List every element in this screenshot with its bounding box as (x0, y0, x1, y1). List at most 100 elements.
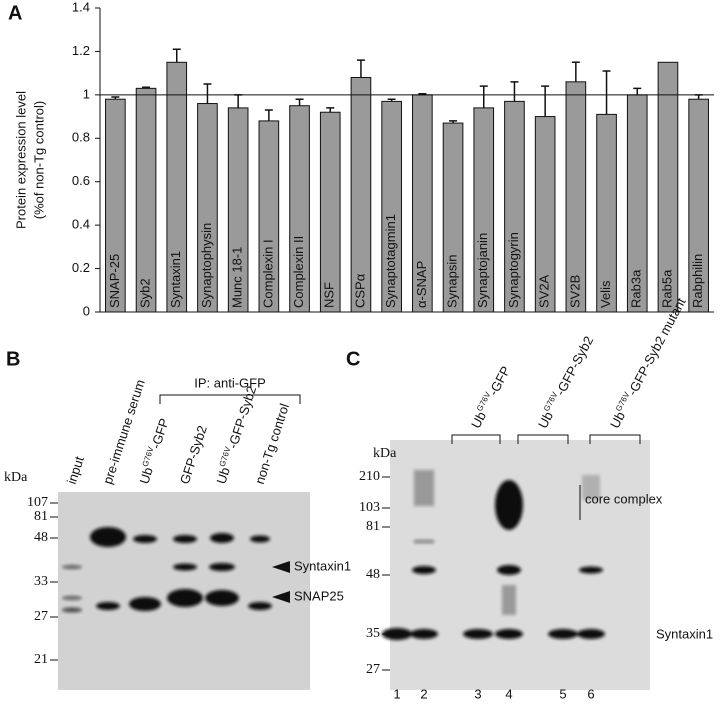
x-tick-label: Synaptogyrin (506, 232, 521, 308)
y-axis-label: (%of non-Tg control) (31, 101, 46, 220)
y-tick-label: 0.8 (72, 130, 90, 145)
lane-label: UbG76V-GFP (467, 363, 513, 431)
lane-label: UbG76V-GFP-Syb2 (213, 384, 260, 486)
error-bar (694, 94, 703, 100)
marker-label: 107 (27, 495, 48, 510)
kda-label: kDa (4, 470, 28, 485)
lane-label: GFP-Syb2 (177, 424, 210, 486)
x-tick-label: Rab3a (629, 269, 644, 308)
arrow-label: Syntaxin1 (294, 558, 351, 573)
lane-number: 4 (505, 686, 512, 701)
marker-label: 210 (359, 469, 380, 484)
y-tick-label: 0.2 (72, 260, 90, 275)
panel-label: C (346, 348, 360, 370)
error-bar (479, 85, 488, 108)
marker-label: 33 (34, 574, 48, 589)
y-tick-label: 0.6 (72, 173, 90, 188)
label-part: -GFP (486, 364, 514, 398)
x-tick-label: Complexin I (260, 239, 275, 308)
core-label: core complex (585, 491, 663, 506)
marker-label: 81 (34, 509, 48, 524)
error-bar (142, 86, 151, 89)
x-tick-label: SNAP-25 (107, 254, 122, 308)
lane-number: 3 (474, 686, 481, 701)
bar (657, 61, 679, 313)
marker-label: 48 (366, 567, 380, 582)
label-part: -GFP (148, 417, 172, 451)
panel-c: C kDa core complex Syntaxin1 (346, 348, 713, 690)
error-bar (111, 96, 120, 100)
marker-label: 35 (366, 626, 380, 641)
error-bar (356, 59, 365, 78)
error-bar (541, 85, 550, 117)
x-tick-label: Syb2 (137, 278, 152, 308)
marker-label: 21 (34, 652, 48, 667)
x-tick-label: Complexin II (291, 236, 306, 308)
x-tick-label: SV2A (537, 274, 552, 308)
error-bar (633, 87, 642, 95)
label-part: Ub (137, 466, 156, 486)
marker-label: 48 (34, 530, 48, 545)
marker-label: 81 (366, 519, 380, 534)
x-tick-label: NSF (322, 282, 337, 308)
lane-label: input (64, 454, 87, 486)
error-bar (295, 98, 304, 106)
label-part: -GFP-Syb2 (553, 334, 597, 398)
error-bar (326, 107, 335, 113)
panel-b: B IP: anti-GFP kDa Syntaxin1 SNAP25 (4, 348, 351, 690)
error-bar (449, 120, 458, 124)
y-tick-label: 1.2 (72, 43, 90, 58)
x-tick-label: CSPα (352, 273, 367, 308)
panel-a: A Protein expression level (%of non-Tg c… (8, 2, 46, 229)
marker-label: 27 (34, 609, 48, 624)
x-tick-label: Synapsin (444, 255, 459, 308)
y-tick-label: 1.4 (72, 0, 90, 14)
arrow-label: SNAP25 (294, 588, 344, 603)
panel-label: B (6, 348, 20, 370)
x-tick-label: Rabphilin (690, 254, 705, 308)
label-part: Ub (214, 466, 233, 486)
error-bar (510, 81, 519, 102)
y-tick-label: 0 (83, 303, 90, 318)
error-bar (203, 83, 212, 104)
panel-label: A (8, 2, 22, 24)
marker-label: 103 (359, 500, 380, 515)
lane-number: 6 (587, 686, 594, 701)
lane-number: 5 (559, 686, 566, 701)
band-label: Syntaxin1 (656, 626, 713, 641)
label-part: -GFP-Syb2 (225, 384, 259, 450)
ip-label: IP: anti-GFP (194, 375, 266, 390)
y-tick-label: 1 (83, 86, 90, 101)
bands (382, 470, 605, 640)
lane-label: UbG76V-GFP-Syb2 mutant (606, 295, 689, 431)
lane-label: UbG76V-GFP-Syb2 (534, 333, 596, 431)
x-tick-label: Munc 18-1 (230, 247, 245, 308)
x-tick-label: Syntaxin1 (168, 251, 183, 308)
x-tick-label: Synaptotagmin1 (383, 214, 398, 308)
lane-number: 2 (420, 686, 427, 701)
kda-label: kDa (373, 446, 397, 461)
label-part: Ub (535, 409, 556, 431)
marker-label: 27 (366, 662, 380, 677)
error-bar (234, 94, 243, 108)
y-axis-label: Protein expression level (13, 91, 28, 229)
lane-number: 1 (393, 686, 400, 701)
lane-label: UbG76V-GFP (136, 416, 173, 486)
error-bar (602, 70, 611, 115)
x-tick-label: Synaptojanin (475, 233, 490, 308)
x-tick-label: SV2B (567, 275, 582, 308)
label-part: Ub (607, 409, 628, 431)
x-tick-label: Velis (598, 280, 613, 308)
error-bar (172, 48, 181, 63)
arrows (272, 561, 290, 603)
lane-brackets (451, 434, 641, 444)
x-tick-label: Synaptophysin (199, 223, 214, 308)
x-tick-label: α-SNAP (414, 261, 429, 308)
label-part: Ub (468, 409, 489, 431)
error-bar (387, 98, 396, 102)
error-bar (264, 109, 273, 121)
x-tick-label: Rab5a (659, 269, 674, 308)
error-bar (571, 61, 580, 82)
y-tick-label: 0.4 (72, 217, 90, 232)
